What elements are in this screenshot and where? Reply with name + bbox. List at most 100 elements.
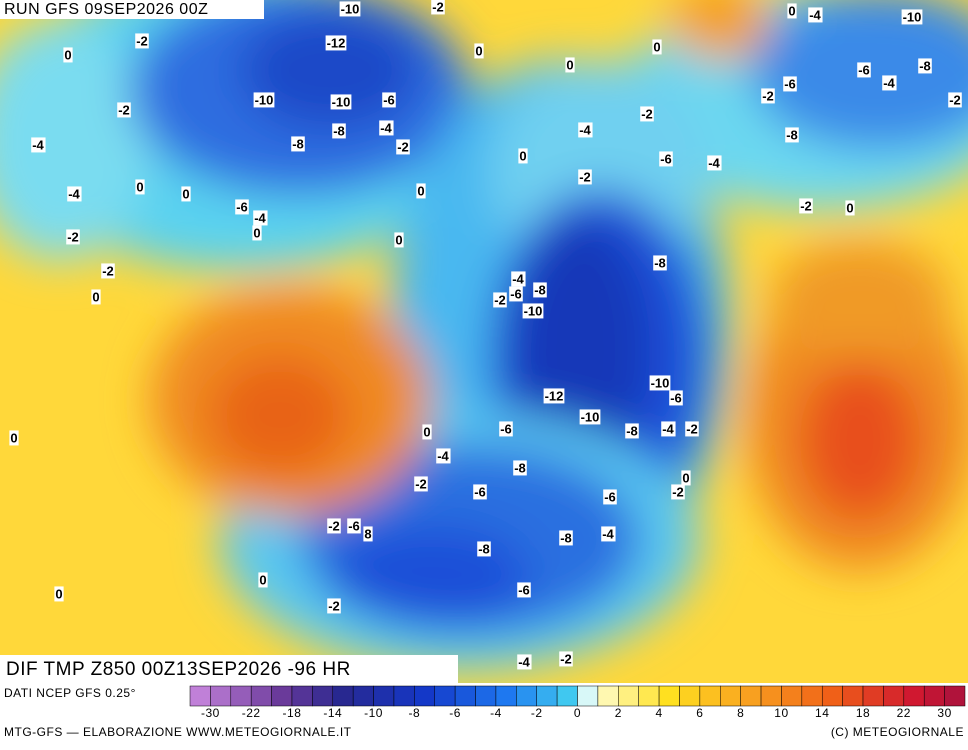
contour-label-bg [422, 424, 432, 440]
contour-label: -2 [397, 139, 409, 154]
contour-label: -10 [903, 9, 922, 24]
contour-label: 0 [136, 179, 143, 194]
contour-label: -12 [545, 388, 564, 403]
scale-tick-label: 4 [655, 706, 662, 720]
contour-label: -2 [641, 106, 653, 121]
contour-label-bg [327, 598, 341, 614]
contour-label-bg [473, 484, 487, 500]
contour-label: 0 [423, 424, 430, 439]
scale-box [862, 685, 884, 707]
scale-box [638, 685, 660, 707]
contour-label-bg [601, 526, 616, 542]
contour-label-bg [436, 448, 451, 464]
contour-label-bg [785, 127, 799, 143]
contour-label-bg [394, 232, 404, 248]
contour-label-bg [543, 388, 565, 404]
contour-label: 0 [92, 289, 99, 304]
scale-box [923, 685, 945, 707]
contour-label: -4 [883, 75, 895, 90]
contour-label: 0 [55, 586, 62, 601]
scale-box [332, 685, 354, 707]
scale-box [454, 685, 476, 707]
contour-label-bg [291, 136, 305, 152]
scale-box [781, 685, 803, 707]
scale-box [577, 685, 599, 707]
contour-label-bg [918, 58, 932, 74]
contour-label: 0 [475, 43, 482, 58]
contour-label-bg [330, 94, 352, 110]
scale-tick-label: 2 [615, 706, 622, 720]
scale-box [373, 685, 395, 707]
contour-label-bg [882, 75, 897, 91]
contour-label-bg [252, 225, 262, 241]
scale-box [944, 685, 966, 707]
scale-tick-label: 14 [815, 706, 829, 720]
scale-tick-label: -14 [323, 706, 342, 720]
contour-label: 0 [64, 47, 71, 62]
contour-label-bg [565, 57, 575, 73]
contour-label: -6 [660, 151, 672, 166]
scale-box [720, 685, 741, 707]
contour-label: -2 [949, 92, 961, 107]
scale-box [536, 685, 558, 707]
contour-label-bg [901, 9, 923, 25]
contour-label: -4 [437, 448, 449, 463]
contour-label-bg [559, 530, 573, 546]
contour-label-bg [625, 423, 639, 439]
field-box [0, 655, 458, 683]
temperature-field [0, 0, 968, 670]
contour-label: -6 [604, 489, 616, 504]
contour-label-bg [761, 88, 775, 104]
scale-box [883, 685, 905, 707]
scale-box [760, 685, 782, 707]
scale-tick-label: -22 [242, 706, 261, 720]
contour-label: 0 [519, 148, 526, 163]
contour-label: -10 [255, 92, 274, 107]
scale-box [801, 685, 823, 707]
contour-label: 0 [566, 57, 573, 72]
scale-box [210, 685, 232, 707]
contour-label-bg [517, 654, 532, 670]
scale-box [434, 685, 456, 707]
contour-label-bg [416, 183, 426, 199]
contour-label: -8 [560, 530, 572, 545]
contour-label-bg [808, 7, 823, 23]
scale-tick-label: -2 [531, 706, 543, 720]
scale-tick-label: 10 [774, 706, 788, 720]
scale-tick-label: 22 [897, 706, 911, 720]
scale-box [842, 685, 864, 707]
contour-label-bg [31, 137, 46, 153]
contour-label-bg [135, 33, 149, 49]
contour-label: -2 [432, 0, 444, 14]
contour-label: -8 [478, 541, 490, 556]
contour-label: 0 [259, 572, 266, 587]
scale-box [618, 685, 639, 707]
contour-label-bg [325, 35, 347, 51]
contour-label: -6 [510, 286, 522, 301]
contour-label: -4 [662, 421, 674, 436]
contour-labels: -10 -2-4 -100-20-120 00 -6 -8-4-2-6-2-10 -10 -6… [9, 0, 962, 670]
contour-label: 0 [253, 225, 260, 240]
contour-label: -8 [919, 58, 931, 73]
scale-box [495, 685, 517, 707]
contour-label-bg [332, 123, 346, 139]
contour-label-bg [513, 460, 527, 476]
contour-label: 0 [417, 183, 424, 198]
contour-label: -2 [560, 651, 572, 666]
contour-label-bg [707, 155, 722, 171]
contour-label: -10 [651, 375, 670, 390]
scale-box [740, 685, 762, 707]
contour-label-bg [9, 430, 19, 446]
contour-label-bg [579, 409, 601, 425]
contour-label-bg [681, 470, 691, 486]
contour-label-bg [845, 200, 855, 216]
contour-label: -2 [328, 518, 340, 533]
contour-label-bg [431, 0, 445, 15]
legend-source: DATI NCEP GFS 0.25° [4, 686, 136, 700]
contour-label: -2 [579, 169, 591, 184]
field-title: DIF TMP Z850 00Z13SEP2026 -96 HR [6, 659, 351, 680]
contour-label-bg [578, 122, 593, 138]
contour-label-bg [54, 586, 64, 602]
contour-label-bg [101, 263, 115, 279]
